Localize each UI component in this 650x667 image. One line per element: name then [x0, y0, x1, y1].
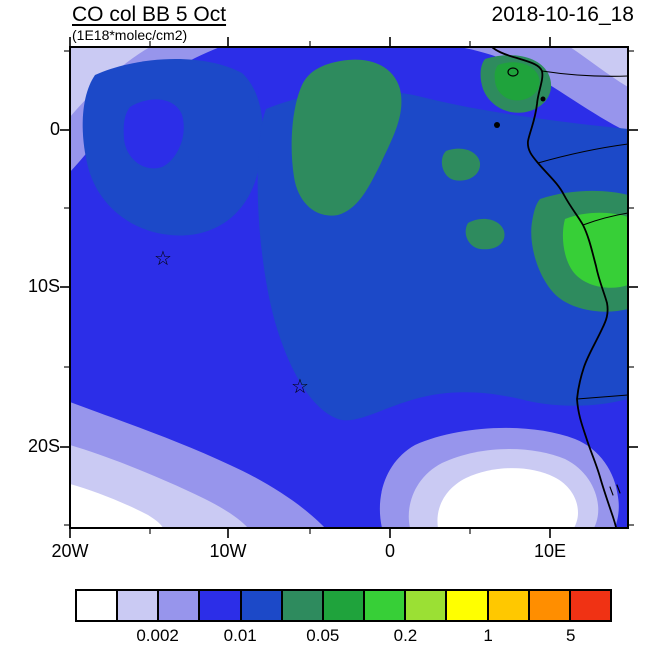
country-border: [609, 484, 621, 496]
colorbar-cell: [447, 591, 489, 620]
colorbar: [75, 589, 612, 622]
colorbar-label: 0.2: [393, 626, 418, 645]
colorbar-cell: [488, 591, 530, 620]
colorbar-label: 1: [483, 626, 493, 645]
y-tick-label-20s: 20S: [27, 436, 60, 456]
contour-region: [70, 484, 163, 528]
lake-dot: [494, 122, 500, 128]
colorbar-cell: [200, 591, 242, 620]
country-border: [537, 143, 628, 164]
contour-field: ☆ ☆: [70, 47, 628, 528]
country-border: [576, 394, 628, 400]
colorbar-cell: [118, 591, 160, 620]
contour-region: [570, 47, 628, 87]
x-tick-label-20w: 20W: [51, 541, 89, 561]
contour-region: [460, 47, 628, 132]
map-plot: ☆ ☆: [60, 37, 638, 538]
y-tick-label-10s: 10S: [27, 276, 60, 296]
africa-coastline: [490, 47, 618, 528]
contour-region: [70, 47, 150, 117]
x-tick-label-0: 0: [384, 541, 395, 561]
contour-region: [441, 148, 481, 181]
star-marker: ☆: [154, 248, 172, 270]
colorbar-cell: [570, 591, 611, 620]
country-border: [541, 70, 628, 77]
map-frame: [69, 46, 629, 529]
island-outline: [507, 67, 519, 77]
colorbar-cell: [323, 591, 366, 620]
colorbar-cell: [159, 591, 201, 620]
contour-region: [494, 62, 540, 101]
contour-region: [123, 99, 184, 169]
colorbar-label: 0.05: [306, 626, 340, 645]
colorbar-cell: [365, 591, 407, 620]
colorbar-cell: [241, 591, 283, 620]
lake-dot: [540, 96, 546, 102]
country-border: [582, 212, 628, 226]
colorbar-cell: [406, 591, 448, 620]
plot-timestamp: 2018-10-16_18: [491, 3, 634, 26]
star-marker: ☆: [291, 376, 309, 398]
plot-title: CO col BB 5 Oct: [72, 3, 227, 26]
colorbar-label: 0.01: [223, 626, 257, 645]
contour-region: [562, 212, 628, 288]
colorbar-label: 0.002: [136, 626, 179, 645]
colorbar-labels: 0.002 0.01 0.05 0.2 1 5: [75, 626, 612, 648]
contour-region: [437, 468, 578, 528]
y-tick-label-0: 0: [49, 119, 60, 139]
contour-region: [291, 59, 402, 216]
contour-region: [465, 218, 505, 250]
x-tick-label-10e: 10E: [533, 541, 567, 561]
axis-ticks: [60, 37, 638, 538]
colorbar-cell: [282, 591, 324, 620]
plot-units-subtitle: (1E18*molec/cm2): [72, 27, 188, 43]
colorbar-label: 5: [565, 626, 576, 645]
colorbar-cell: [529, 591, 571, 620]
colorbar-cell: [77, 591, 119, 620]
x-tick-label-10w: 10W: [209, 541, 247, 561]
